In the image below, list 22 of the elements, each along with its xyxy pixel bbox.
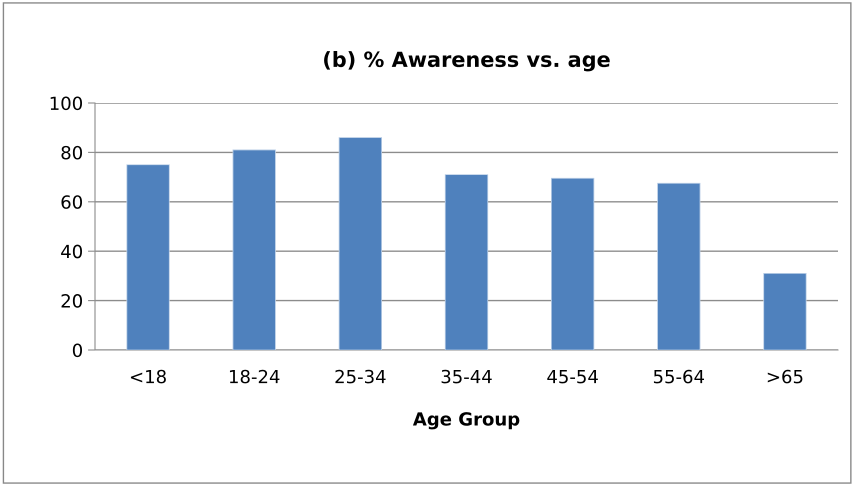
- bar: [657, 182, 700, 350]
- y-tick-label: 40: [61, 244, 82, 258]
- x-tick-label: 45-54: [547, 370, 598, 384]
- bar: [550, 178, 594, 350]
- chart-title: (b) % Awareness vs. age: [324, 51, 610, 72]
- x-tick-label: 25-34: [335, 370, 386, 384]
- x-axis-title: Age Group: [412, 412, 520, 430]
- x-tick-label: 18-24: [230, 370, 280, 384]
- bar: [126, 164, 170, 350]
- x-tick-label: <18: [130, 370, 166, 384]
- x-tick-label: 35-44: [442, 370, 492, 384]
- y-tick-label: 20: [62, 294, 82, 308]
- bar: [444, 174, 488, 350]
- bar: [763, 273, 807, 350]
- y-tick-label: 80: [61, 146, 82, 160]
- bar: [338, 137, 382, 350]
- y-tick-label: 60: [61, 195, 82, 209]
- y-tick-label: 0: [72, 343, 82, 358]
- y-tick-label: 100: [50, 96, 82, 110]
- x-tick-label: 55-64: [654, 370, 704, 384]
- x-tick-label: >65: [768, 370, 802, 384]
- bar: [232, 150, 276, 350]
